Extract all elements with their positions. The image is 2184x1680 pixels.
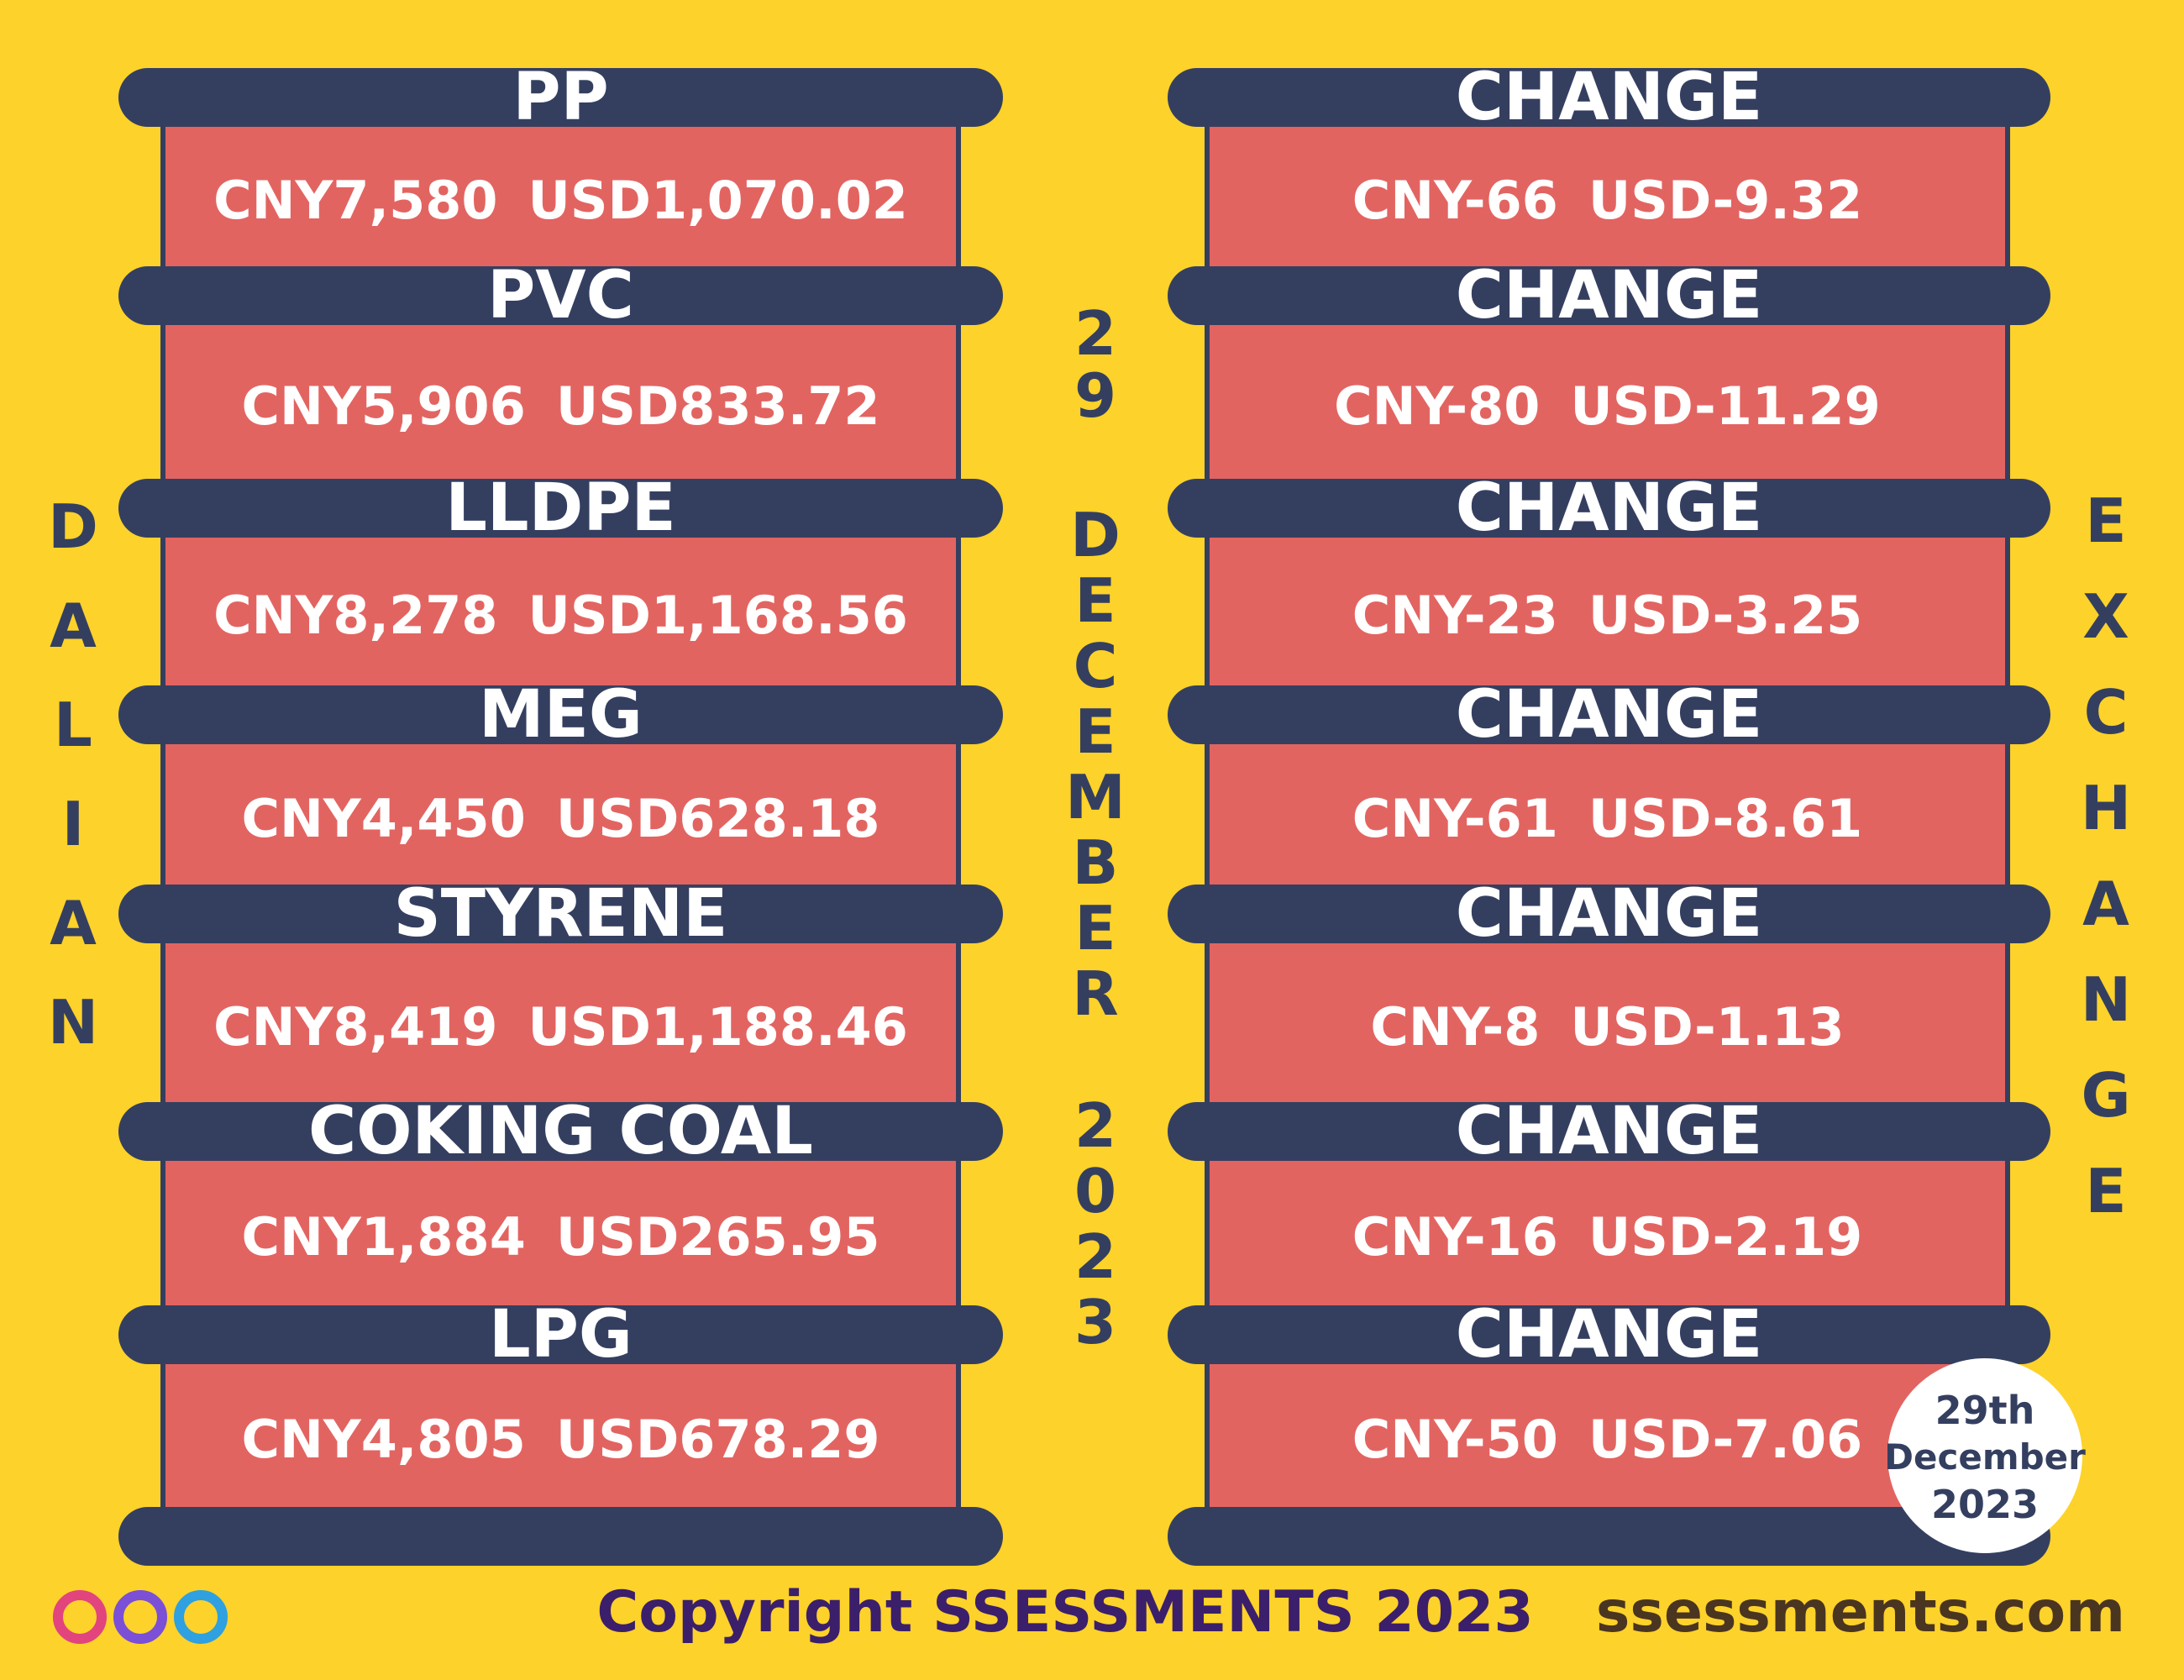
row-box — [1205, 1131, 2010, 1335]
row-header: CHANGE — [1168, 65, 2050, 130]
row-values: CNY-80 USD-11.29 — [1205, 375, 2010, 437]
value: USD-2.19 — [1588, 1206, 1863, 1268]
row-values: CNY7,580 USD1,070.02 — [160, 170, 961, 231]
row-header: COKING COAL — [118, 1099, 1003, 1164]
row-values: CNY4,805 USD678.29 — [160, 1409, 961, 1470]
website: ssessments.com — [1595, 1579, 2125, 1646]
value: CNY-23 — [1352, 585, 1558, 646]
row-box — [160, 715, 961, 914]
value: USD-9.32 — [1588, 170, 1863, 231]
date-day: 29 — [1060, 298, 1131, 423]
value: USD678.29 — [555, 1409, 880, 1470]
row-values: CNY-23 USD-3.25 — [1205, 585, 2010, 646]
row-box — [160, 296, 961, 508]
row-values: CNY8,419 USD1,188.46 — [160, 996, 961, 1058]
row-values: CNY8,278 USD1,168.56 — [160, 585, 961, 646]
row-values: CNY-50 USD-7.06 — [1205, 1409, 2010, 1470]
value: USD-7.06 — [1588, 1409, 1863, 1470]
row-box — [160, 508, 961, 715]
row-header: CHANGE — [1168, 475, 2050, 541]
value: CNY4,805 — [241, 1409, 526, 1470]
value: USD833.72 — [555, 375, 880, 437]
logo — [53, 1590, 228, 1644]
bar — [1168, 1507, 2050, 1566]
row-values: CNY-16 USD-2.19 — [1205, 1206, 2010, 1268]
side-label: DALIAN — [38, 491, 108, 1086]
value: CNY5,906 — [241, 375, 526, 437]
value: CNY-50 — [1352, 1409, 1558, 1470]
date-badge: 29th December 2023 — [1884, 1358, 2086, 1553]
row-header: STYRENE — [118, 881, 1003, 947]
value: USD1,168.56 — [528, 585, 908, 646]
row-header: CHANGE — [1168, 1302, 2050, 1368]
row-header: LLDPE — [118, 475, 1003, 541]
value: CNY8,419 — [213, 995, 498, 1058]
value: CNY1,884 — [241, 1206, 526, 1268]
value: USD-3.25 — [1588, 585, 1863, 646]
value: USD1,188.46 — [528, 995, 908, 1058]
row-values: CNY-66 USD-9.32 — [1205, 170, 2010, 231]
row-box — [1205, 914, 2010, 1131]
row-header: LPG — [118, 1302, 1003, 1368]
value: USD-1.13 — [1570, 995, 1845, 1058]
badge-line: 2023 — [1930, 1482, 2040, 1527]
row-values: CNY-61 USD-8.61 — [1205, 788, 2010, 849]
row-values: CNY1,884 USD265.95 — [160, 1206, 961, 1268]
date-month: DECEMBER — [1060, 500, 1131, 1024]
side-label: EXCHANGE — [2071, 486, 2141, 1252]
row-header: CHANGE — [1168, 682, 2050, 748]
value: USD1,070.02 — [528, 170, 908, 231]
value: CNY-61 — [1352, 787, 1558, 849]
row-header: CHANGE — [1168, 263, 2050, 328]
row-box — [1205, 296, 2010, 508]
row-box — [1205, 97, 2010, 296]
date-year: 2023 — [1060, 1090, 1131, 1352]
badge-line: December — [1884, 1436, 2086, 1478]
row-header: PVC — [118, 263, 1003, 328]
row-box — [160, 97, 961, 296]
row-box — [160, 1131, 961, 1335]
badge-line: 29th — [1935, 1388, 2035, 1433]
value: USD-11.29 — [1570, 375, 1881, 437]
bar — [118, 1507, 1003, 1566]
row-header: CHANGE — [1168, 1099, 2050, 1164]
row-header: MEG — [118, 682, 1003, 748]
copyright: Copyright SSESSMENTS 2023 — [596, 1579, 1534, 1646]
row-header: CHANGE — [1168, 881, 2050, 947]
row-box — [160, 914, 961, 1131]
value: CNY-66 — [1352, 170, 1558, 231]
value: CNY-16 — [1352, 1206, 1558, 1268]
value: USD265.95 — [555, 1206, 880, 1268]
row-box — [1205, 508, 2010, 715]
value: CNY7,580 — [213, 170, 498, 231]
value: CNY8,278 — [213, 585, 498, 646]
value: USD628.18 — [555, 787, 880, 849]
row-box — [1205, 715, 2010, 914]
value: CNY-8 — [1370, 995, 1541, 1058]
value: CNY4,450 — [241, 787, 526, 849]
row-values: CNY5,906 USD833.72 — [160, 375, 961, 437]
row-values: CNY-8 USD-1.13 — [1205, 996, 2010, 1058]
row-box — [160, 1335, 961, 1536]
value: USD-8.61 — [1588, 787, 1863, 849]
row-header: PP — [118, 65, 1003, 130]
value: CNY-80 — [1334, 375, 1541, 437]
row-values: CNY4,450 USD628.18 — [160, 788, 961, 849]
